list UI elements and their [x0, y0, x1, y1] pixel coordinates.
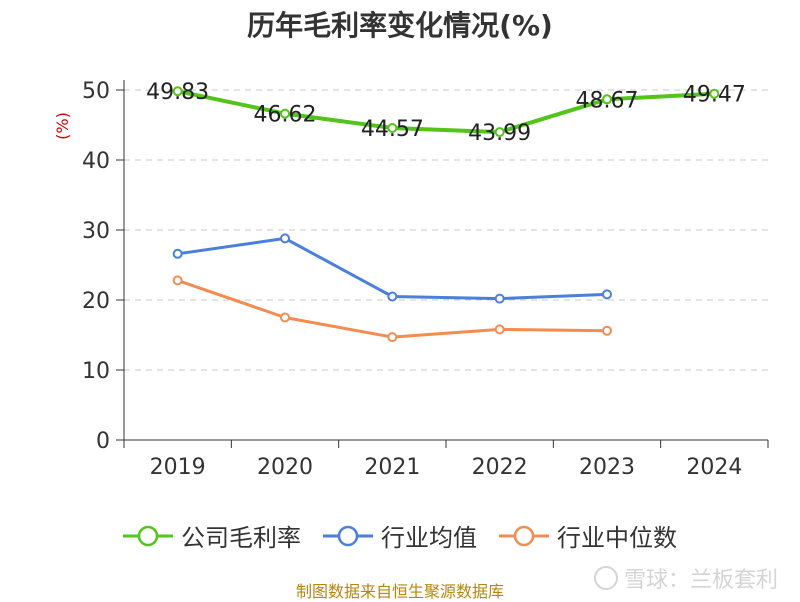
data-point	[280, 233, 290, 244]
series-line	[177, 89, 715, 135]
grid-lines	[124, 89, 768, 371]
legend-label-company: 公司毛利率	[181, 524, 301, 552]
data-label: 48.67	[576, 88, 639, 113]
chart-title: 历年毛利率变化情况(%)	[247, 9, 553, 42]
data-point	[280, 108, 290, 119]
x-tick-label: 2024	[686, 455, 742, 480]
snowball-logo-icon	[593, 566, 618, 590]
data-point	[172, 248, 183, 259]
data-label: 46.62	[254, 103, 317, 128]
y-tick-label: 0	[96, 429, 110, 454]
legend-label-industry-mean: 行业均值	[381, 524, 477, 552]
data-label: 49.83	[146, 80, 209, 105]
data-point	[280, 312, 290, 323]
data-point	[602, 325, 612, 336]
y-tick-label: 30	[82, 219, 110, 244]
chart-legend: 公司毛利率 行业均值 行业中位数	[0, 518, 800, 553]
axes: 0 10 20 30 40 50 (%) 2019 2020 2021 2022 2023 2024	[53, 79, 769, 480]
data-point	[387, 291, 398, 302]
y-tick-label: 50	[82, 79, 110, 104]
data-point	[387, 123, 398, 134]
data-label: 49.47	[683, 83, 746, 108]
data-point	[494, 324, 505, 335]
y-tick-label: 20	[82, 289, 110, 314]
watermark: 雪球：兰板套利	[593, 562, 778, 594]
data-point	[494, 127, 505, 138]
y-axis-label: (%)	[53, 112, 72, 140]
data-point	[602, 94, 612, 105]
legend-swatch-industry-mean	[323, 525, 373, 546]
x-tick-label: 2022	[472, 455, 528, 480]
x-tick-label: 2023	[579, 455, 635, 480]
x-tick-label: 2019	[150, 455, 206, 480]
watermark-text: 雪球：兰板套利	[623, 568, 778, 593]
legend-item-industry-mean[interactable]: 行业均值	[323, 518, 477, 553]
y-tick-label: 40	[82, 149, 110, 174]
y-tick-label: 10	[82, 359, 110, 384]
x-tick-label: 2020	[257, 455, 313, 480]
data-label: 44.57	[361, 117, 424, 142]
series-lines	[172, 86, 720, 343]
series-line	[177, 278, 608, 339]
series-line	[177, 236, 608, 301]
legend-label-industry-median: 行业中位数	[557, 524, 677, 552]
data-point	[172, 275, 183, 286]
data-point	[709, 88, 720, 99]
data-label: 43.99	[468, 121, 531, 146]
data-point	[172, 86, 183, 97]
data-point	[494, 293, 505, 304]
data-labels: 49.83 46.62 44.57 43.99 48.67 49.47	[146, 80, 746, 146]
legend-swatch-company	[123, 525, 173, 546]
legend-item-industry-median[interactable]: 行业中位数	[499, 518, 677, 553]
data-point	[387, 332, 398, 343]
data-point	[602, 289, 612, 300]
legend-item-company[interactable]: 公司毛利率	[123, 518, 301, 553]
legend-swatch-industry-median	[499, 525, 549, 546]
x-tick-label: 2021	[364, 455, 420, 480]
data-source-note: 制图数据来自恒生聚源数据库	[295, 582, 504, 601]
